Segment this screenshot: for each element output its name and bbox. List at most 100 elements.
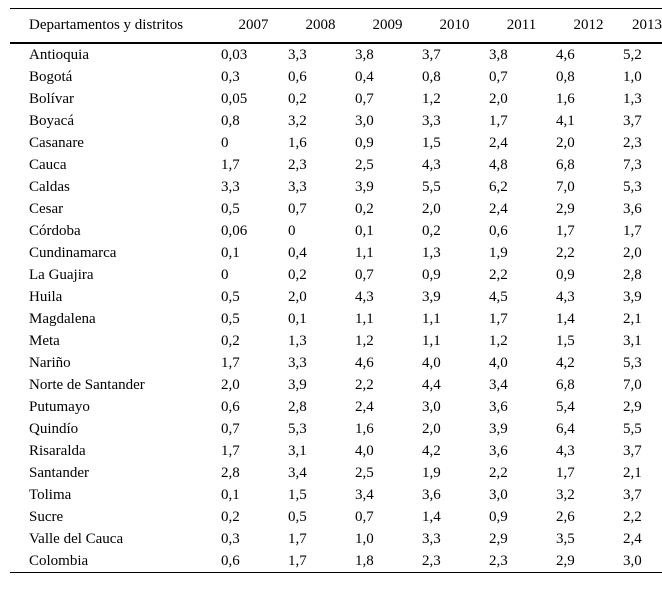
cell-value: 7,0 [556,179,575,195]
cell-value: 0,6 [221,553,240,569]
cell-value: 3,3 [422,531,441,547]
row-label: Tolima [29,487,72,503]
cell-value: 1,7 [288,531,307,547]
row-label: Colombia [29,553,89,569]
cell-value: 2,5 [355,157,374,173]
cell-value: 0,1 [355,223,374,239]
cell-value: 1,0 [355,531,374,547]
cell-value: 1,7 [556,465,575,481]
table-row: Casanare 0 1,6 0,9 1,5 2,4 2,0 2,3 [10,132,662,154]
table-row: Tolima 0,1 1,5 3,4 3,6 3,0 3,2 3,7 [10,484,662,506]
cell-value: 5,3 [623,179,642,195]
table-row: Caldas 3,3 3,3 3,9 5,5 6,2 7,0 5,3 [10,176,662,198]
table-row: La Guajira 0 0,2 0,7 0,9 2,2 0,9 2,8 [10,264,662,286]
cell-value: 3,7 [422,47,441,63]
cell-value: 2,0 [556,135,575,151]
cell-value: 5,2 [623,47,642,63]
row-label: Boyacá [29,113,74,129]
table-row: Sucre 0,2 0,5 0,7 1,4 0,9 2,6 2,2 [10,506,662,528]
cell-value: 2,2 [355,377,374,393]
cell-value: 1,5 [288,487,307,503]
cell-value: 3,1 [623,333,642,349]
cell-value: 2,9 [556,553,575,569]
cell-value: 1,7 [288,553,307,569]
cell-value: 3,4 [355,487,374,503]
cell-value: 6,8 [556,377,575,393]
cell-value: 4,0 [355,443,374,459]
row-label: Risaralda [29,443,86,459]
cell-value: 4,8 [489,157,508,173]
cell-value: 3,2 [288,113,307,129]
row-label: La Guajira [29,267,94,283]
cell-value: 3,6 [623,201,642,217]
cell-value: 4,3 [355,289,374,305]
table-row: Cauca 1,7 2,3 2,5 4,3 4,8 6,8 7,3 [10,154,662,176]
cell-value: 4,0 [489,355,508,371]
cell-value: 2,0 [489,91,508,107]
table-row: Huila 0,5 2,0 4,3 3,9 4,5 4,3 3,9 [10,286,662,308]
cell-value: 0,1 [221,245,240,261]
cell-value: 0,8 [556,69,575,85]
cell-value: 4,6 [556,47,575,63]
cell-value: 1,7 [221,355,240,371]
cell-value: 3,9 [422,289,441,305]
cell-value: 3,4 [288,465,307,481]
cell-value: 2,8 [221,465,240,481]
cell-value: 2,3 [422,553,441,569]
row-label: Putumayo [29,399,90,415]
cell-value: 1,3 [623,91,642,107]
table-row: Bolívar 0,05 0,2 0,7 1,2 2,0 1,6 1,3 [10,88,662,110]
cell-value: 1,5 [556,333,575,349]
cell-value: 3,7 [623,113,642,129]
row-label: Magdalena [29,311,96,327]
column-header-year: 2009 [372,17,403,33]
cell-value: 1,6 [288,135,307,151]
table-row: Cundinamarca 0,1 0,4 1,1 1,3 1,9 2,2 2,0 [10,242,662,264]
cell-value: 4,5 [489,289,508,305]
cell-value: 2,9 [556,201,575,217]
cell-value: 7,0 [623,377,642,393]
cell-value: 0,8 [221,113,240,129]
cell-value: 6,4 [556,421,575,437]
cell-value: 3,0 [355,113,374,129]
table-row: Valle del Cauca 0,3 1,7 1,0 3,3 2,9 3,5 2,4 [10,528,662,550]
cell-value: 4,2 [422,443,441,459]
cell-value: 0,2 [221,333,240,349]
cell-value: 3,3 [288,179,307,195]
cell-value: 4,3 [556,289,575,305]
cell-value: 0,7 [221,421,240,437]
table-row: Antioquia 0,03 3,3 3,8 3,7 3,8 4,6 5,2 [10,43,662,66]
cell-value: 4,6 [355,355,374,371]
cell-value: 2,0 [422,421,441,437]
cell-value: 0,8 [422,69,441,85]
cell-value: 4,3 [556,443,575,459]
cell-value: 2,9 [623,399,642,415]
table-body: Antioquia 0,03 3,3 3,8 3,7 3,8 4,6 5,2 Bogotá 0,3… [10,43,662,573]
cell-value: 1,6 [355,421,374,437]
row-label: Huila [29,289,63,305]
cell-value: 3,0 [623,553,642,569]
row-label: Meta [29,333,60,349]
cell-value: 1,2 [489,333,508,349]
cell-value: 2,8 [623,267,642,283]
cell-value: 2,4 [489,135,508,151]
cell-value: 1,1 [355,245,374,261]
cell-value: 2,0 [623,245,642,261]
row-label: Santander [29,465,89,481]
cell-value: 5,5 [422,179,441,195]
header-row: Departamentos y distritos 2007 2008 2009 20… [10,9,662,43]
cell-value: 1,1 [355,311,374,327]
cell-value: 0,4 [288,245,307,261]
row-label: Cundinamarca [29,245,117,261]
cell-value: 1,7 [556,223,575,239]
cell-value: 0,5 [221,289,240,305]
cell-value: 0,05 [221,91,248,107]
cell-value: 5,5 [623,421,642,437]
cell-value: 0,6 [489,223,508,239]
cell-value: 1,7 [489,113,508,129]
cell-value: 3,7 [623,487,642,503]
cell-value: 0,2 [288,267,307,283]
cell-value: 3,8 [489,47,508,63]
cell-value: 0,6 [288,69,307,85]
cell-value: 1,3 [422,245,441,261]
